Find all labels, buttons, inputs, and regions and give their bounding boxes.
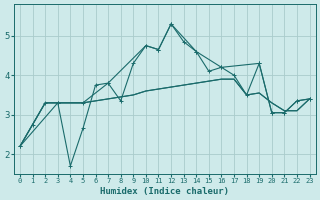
X-axis label: Humidex (Indice chaleur): Humidex (Indice chaleur) (100, 187, 229, 196)
